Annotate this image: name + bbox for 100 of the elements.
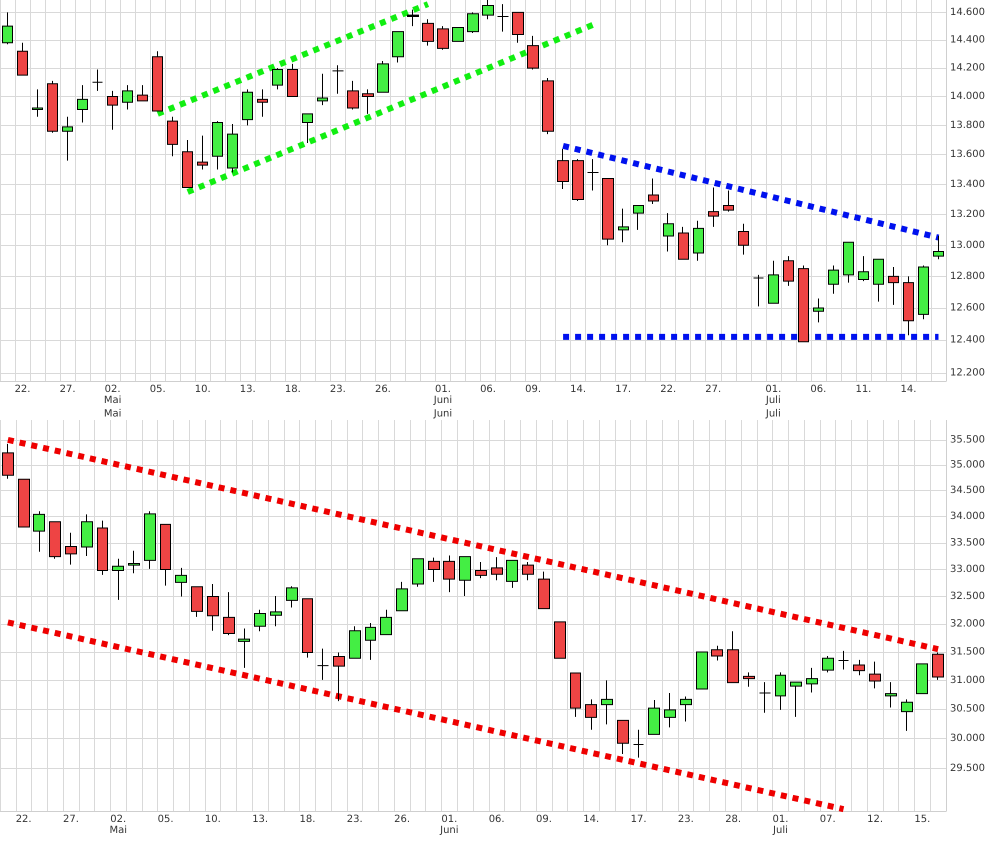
candlestick	[270, 595, 282, 627]
candlestick	[362, 88, 374, 114]
candlestick	[798, 264, 809, 342]
candlestick	[137, 84, 148, 102]
candlestick	[853, 659, 865, 676]
candlestick	[207, 584, 219, 632]
x-tick-label: 26.	[394, 814, 410, 825]
candlestick	[272, 68, 283, 90]
candlestick	[238, 628, 250, 668]
candlestick	[428, 557, 440, 582]
candlestick	[648, 699, 660, 735]
x-tick-label: 15.	[914, 814, 930, 825]
candlestick	[711, 645, 723, 661]
candlestick	[77, 84, 88, 124]
y-tick-label: 14.200	[950, 62, 985, 74]
candlestick	[587, 158, 599, 191]
candlestick	[522, 561, 534, 581]
x-tick-label: 23.	[678, 814, 694, 825]
candlestick	[97, 520, 108, 576]
candlestick	[107, 90, 118, 130]
candlestick	[491, 556, 503, 581]
candlestick	[678, 226, 689, 260]
candlestick	[512, 12, 524, 44]
candlestick	[144, 510, 156, 570]
candlestick	[554, 621, 566, 659]
x-tick-label: 13.	[240, 384, 256, 395]
candlestick	[18, 478, 30, 528]
x-tick-label: 06.	[480, 384, 496, 395]
x-tick-label: 10.	[194, 384, 211, 395]
x-tick-label: 23.	[346, 814, 363, 825]
x-tick-label: 13.	[252, 814, 268, 825]
candlestick	[47, 80, 58, 134]
candlestick	[443, 555, 455, 593]
candlestick	[17, 42, 28, 76]
candlestick	[175, 567, 187, 598]
candlestick	[790, 682, 802, 718]
candlestick	[459, 556, 471, 596]
x-tick-label: 02. Mai	[109, 814, 128, 836]
candlestick	[317, 648, 329, 680]
candlestick	[212, 120, 223, 170]
candlestick	[664, 692, 676, 728]
candlestick	[242, 88, 253, 126]
x-tick-label: 01. Juni	[432, 384, 452, 406]
candlestick	[527, 35, 539, 70]
candlestick	[838, 650, 849, 670]
candlestick	[557, 148, 569, 190]
candlestick	[885, 682, 897, 708]
candlestick	[2, 12, 13, 45]
x-tick-label: 09.	[536, 814, 552, 825]
candlestick	[633, 205, 644, 230]
y-tick-label: 12.200	[950, 367, 985, 378]
x-tick-label: 28.	[725, 814, 742, 825]
candlestick	[32, 88, 43, 118]
candlestick	[392, 31, 404, 63]
x-tick-label: 22.	[660, 384, 676, 395]
y-tick-label: 12.600	[950, 302, 985, 314]
candlestick	[888, 266, 899, 306]
x-tick-label: 05.	[158, 814, 174, 825]
candlestick	[257, 88, 268, 118]
candlestick	[152, 50, 163, 112]
candlestick	[828, 264, 839, 294]
candlestick	[317, 73, 328, 106]
candlestick	[648, 178, 659, 205]
candlestick	[128, 550, 140, 574]
candlestick	[167, 116, 178, 157]
y-tick-label: 33.000	[950, 564, 985, 575]
candlestick	[572, 158, 584, 202]
y-tick-label: 14.000	[950, 91, 985, 102]
candlestick	[618, 208, 629, 243]
candlestick	[65, 532, 77, 566]
x-tick-label: 01. Juni	[439, 814, 459, 836]
y-tick-label: 13.000	[950, 240, 985, 251]
y-tick-label: 13.400	[950, 178, 985, 190]
candlestick	[601, 680, 613, 725]
candlestick	[191, 586, 203, 618]
x-tick-label: 18.	[284, 384, 301, 395]
candlestick	[286, 586, 298, 608]
x-tick-label: 14.	[900, 384, 916, 395]
y-tick-label: 34.000	[950, 510, 985, 522]
x-tick-label: 07.	[820, 814, 836, 825]
candlestick	[822, 655, 834, 673]
candlestick	[380, 609, 392, 636]
text: Juni	[432, 408, 452, 420]
candlestick	[696, 651, 708, 690]
candlestick	[452, 27, 464, 42]
x-tick-label: 22.	[16, 814, 32, 825]
candlestick	[708, 186, 719, 228]
x-tick-label: 27.	[62, 814, 79, 825]
x-tick-label: 01. Juli	[772, 814, 788, 836]
text: Mai	[104, 408, 122, 420]
candlestick	[396, 581, 408, 612]
x-tick-label: 06.	[488, 814, 505, 825]
candlestick	[542, 78, 554, 135]
candlestick	[538, 571, 550, 610]
y-tick-label: 31.000	[950, 674, 985, 686]
text: Juli	[764, 408, 781, 420]
x-tick-label: 18.	[299, 814, 316, 825]
y-tick-label: 32.000	[950, 618, 985, 630]
candlestick	[2, 443, 14, 480]
x-tick-label: 05.	[150, 384, 166, 395]
